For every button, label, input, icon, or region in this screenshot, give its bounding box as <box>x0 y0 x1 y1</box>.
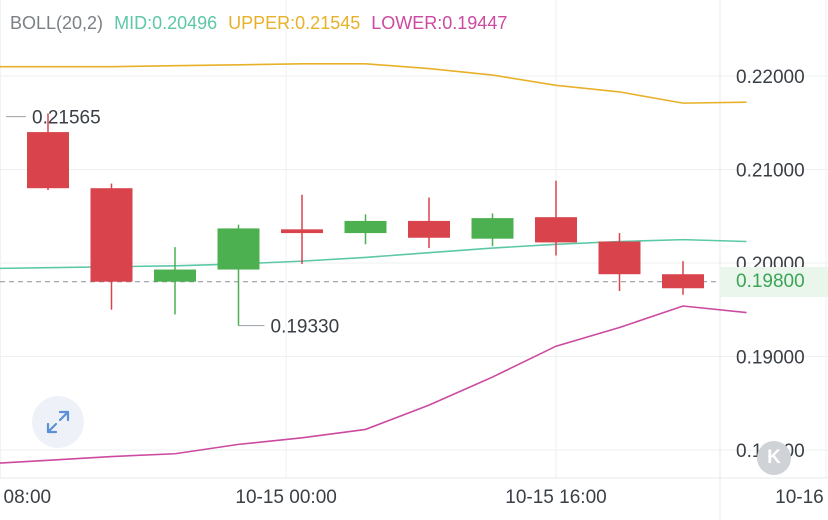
bearish-candle <box>90 183 133 310</box>
boll-lower-line <box>0 305 747 464</box>
legend-lower-value: LOWER:0.19447 <box>371 13 508 33</box>
bearish-candle <box>535 180 577 256</box>
candle-layer <box>27 113 768 326</box>
x-tick-label: 10-15 00:00 <box>235 487 336 508</box>
expand-arrows-icon <box>46 410 70 434</box>
candle-body <box>217 228 260 270</box>
legend-upper-value: UPPER:0.21545 <box>228 13 361 33</box>
candle-body <box>598 241 641 275</box>
x-tick-label: 10-16 08:00 <box>775 487 828 508</box>
candle-body <box>90 188 133 282</box>
x-tick-label: 10-14 08:00 <box>0 487 51 508</box>
y-tick-label: 0.22000 <box>736 67 805 88</box>
x-tick-label: 10-15 16:00 <box>505 487 606 508</box>
bullish-candle <box>344 214 387 245</box>
bearish-candle <box>281 194 323 264</box>
bullish-candle <box>217 224 260 326</box>
bullish-candle <box>154 247 196 315</box>
legend-indicator-label: BOLL(20,2) <box>10 13 104 33</box>
low-annotation: 0.19330 <box>271 317 340 338</box>
candle-body <box>471 218 514 239</box>
bearish-candle <box>408 197 450 249</box>
legend-mid-value: MID:0.20496 <box>114 13 218 33</box>
expand-button[interactable] <box>32 396 84 448</box>
candle-body <box>344 220 387 234</box>
candle-body <box>662 274 704 289</box>
bullish-candle <box>471 213 514 247</box>
y-tick-label: 0.19000 <box>736 348 805 369</box>
k-logo-icon: K <box>757 441 791 475</box>
boll-legend: BOLL(20,2) MID:0.20496 UPPER:0.21545 LOW… <box>10 13 513 34</box>
candle-body <box>535 217 577 243</box>
current-price-tag: 0.19800 <box>720 266 828 297</box>
bearish-candle <box>598 233 641 292</box>
bearish-candle <box>27 113 69 191</box>
y-tick-label: 0.21000 <box>736 161 805 182</box>
boll-upper-line <box>0 63 747 104</box>
bearish-candle <box>662 261 704 295</box>
candle-body <box>408 220 450 238</box>
candle-body <box>154 269 196 282</box>
candle-body <box>27 132 69 189</box>
high-annotation: 0.21565 <box>32 108 101 129</box>
candle-body <box>281 229 323 234</box>
